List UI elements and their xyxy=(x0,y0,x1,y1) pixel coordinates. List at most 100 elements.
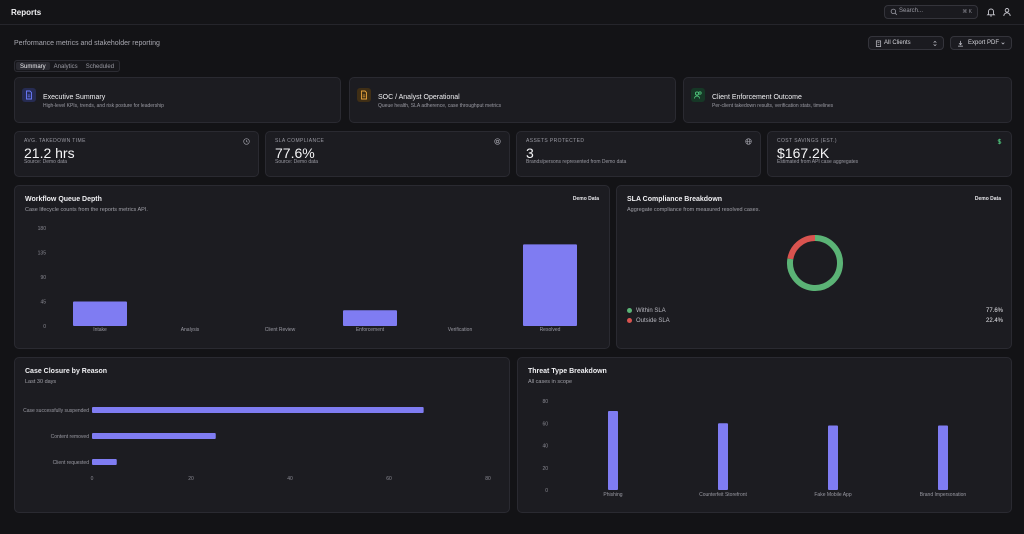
sla-donut-chart xyxy=(787,235,843,291)
legend-within-sla: Within SLA xyxy=(627,308,666,314)
bar xyxy=(718,423,728,490)
y-tick-label: 180 xyxy=(38,226,47,232)
target-icon xyxy=(494,138,501,145)
x-tick-label: 0 xyxy=(91,476,94,482)
report-title: SOC / Analyst Operational xyxy=(378,94,460,101)
search-input[interactable]: Search... ⌘ K xyxy=(884,5,978,19)
bar xyxy=(343,310,397,326)
x-tick-label: Verification xyxy=(448,327,473,333)
building-icon xyxy=(875,40,882,47)
legend-value: 77.6% xyxy=(985,308,1003,314)
report-desc: Per-client takedown results, verificatio… xyxy=(712,103,834,109)
y-tick-label: 20 xyxy=(542,466,548,472)
demo-data-badge: Demo Data xyxy=(572,196,599,202)
report-tabs: Summary Analytics Scheduled xyxy=(14,60,121,72)
x-tick-label: Counterfeit Storefront xyxy=(699,492,747,498)
y-tick-label: 60 xyxy=(542,421,548,427)
bar xyxy=(73,301,127,326)
export-label: Export PDF xyxy=(968,40,1000,46)
panel-subtitle: All cases in scope xyxy=(528,379,573,385)
x-tick-label: Enforcement xyxy=(356,327,385,333)
x-tick-label: Analysis xyxy=(181,327,200,333)
panel-subtitle: Case lifecycle counts from the reports m… xyxy=(25,207,148,213)
users-icon xyxy=(694,91,702,99)
report-card-client-enforcement[interactable]: Client Enforcement Outcome Per-client ta… xyxy=(683,77,1012,123)
legend-label: Within SLA xyxy=(636,308,666,315)
bar xyxy=(523,244,577,326)
kpi-label: ASSETS PROTECTED xyxy=(526,138,585,144)
y-tick-label: 0 xyxy=(43,324,46,330)
y-tick-label: Case successfully suspended xyxy=(23,408,89,414)
donut-slice xyxy=(787,235,816,260)
x-tick-label: 40 xyxy=(287,476,293,482)
case-closure-chart: Case successfully suspended Content remov… xyxy=(23,407,491,482)
sla-breakdown-panel: SLA Compliance Breakdown Aggregate compl… xyxy=(616,185,1012,349)
search-icon xyxy=(890,8,898,16)
legend-dot xyxy=(627,318,632,323)
kpi-card-cost-savings: COST SAVINGS (EST.) $167.2K Estimated fr… xyxy=(767,131,1012,177)
kpi-note: Estimated from API case aggregates xyxy=(777,159,859,165)
donut-slice xyxy=(787,235,843,291)
bar xyxy=(92,433,216,439)
kpi-value: 3 xyxy=(526,145,534,161)
report-icon-box xyxy=(357,88,371,102)
report-icon-box xyxy=(22,88,36,102)
tab-analytics[interactable]: Analytics xyxy=(53,64,78,70)
globe-icon xyxy=(745,138,752,145)
case-closure-panel: Case Closure by Reason Last 30 days Case… xyxy=(14,357,510,513)
tab-summary[interactable]: Summary xyxy=(16,62,50,70)
bar xyxy=(608,411,618,490)
y-tick-label: 0 xyxy=(545,488,548,494)
bar xyxy=(828,425,838,490)
report-desc: Queue health, SLA adherence, case throug… xyxy=(378,103,502,109)
kpi-value: 77.6% xyxy=(275,145,315,161)
panel-title: Case Closure by Reason xyxy=(25,368,108,375)
chevron-down-icon xyxy=(1001,42,1005,45)
report-icon-box xyxy=(691,88,705,102)
report-card-soc[interactable]: SOC / Analyst Operational Queue health, … xyxy=(349,77,676,123)
client-filter-select[interactable]: All Clients xyxy=(868,36,944,50)
chevron-updown-icon xyxy=(933,40,937,47)
legend-dot xyxy=(627,308,632,313)
page-title: Reports xyxy=(11,8,42,17)
y-tick-label: Client requested xyxy=(53,460,90,466)
kpi-card-assets-protected: ASSETS PROTECTED 3 Brands/persons repres… xyxy=(516,131,761,177)
tab-scheduled[interactable]: Scheduled xyxy=(85,64,115,70)
kpi-note: Brands/persons represented from Demo dat… xyxy=(526,159,627,165)
x-tick-label: 60 xyxy=(386,476,392,482)
x-tick-label: Client Review xyxy=(265,327,296,333)
bell-icon[interactable] xyxy=(986,7,996,17)
x-tick-label: Phishing xyxy=(603,492,622,498)
kpi-note: Source: Demo data xyxy=(275,159,319,165)
legend-label: Outside SLA xyxy=(636,318,670,325)
document-icon xyxy=(361,90,367,100)
bar xyxy=(938,425,948,490)
page-subtitle: Performance metrics and stakeholder repo… xyxy=(14,40,160,47)
y-tick-label: 90 xyxy=(40,275,46,281)
client-filter-value: All Clients xyxy=(884,40,911,46)
report-title: Executive Summary xyxy=(43,94,106,101)
search-shortcut: ⌘ K xyxy=(962,9,972,15)
kpi-value: 21.2 hrs xyxy=(24,145,75,161)
report-desc: High-level KPIs, trends, and risk postur… xyxy=(43,103,164,109)
panel-subtitle: Last 30 days xyxy=(25,379,57,385)
document-icon xyxy=(26,90,32,100)
export-pdf-button[interactable]: Export PDF xyxy=(950,36,1012,50)
dollar-icon xyxy=(997,138,1002,145)
legend-value: 22.4% xyxy=(985,318,1003,324)
x-tick-label: Resolved xyxy=(540,327,561,333)
x-tick-label: Intake xyxy=(93,327,107,333)
kpi-card-sla-compliance: SLA COMPLIANCE 77.6% Source: Demo data xyxy=(265,131,510,177)
y-tick-label: 80 xyxy=(542,399,548,405)
top-bar: Reports Search... ⌘ K xyxy=(0,0,1024,25)
x-tick-label: Brand Impersonation xyxy=(920,492,967,498)
kpi-label: AVG. TAKEDOWN TIME xyxy=(24,138,86,144)
queue-depth-chart: 0 45 90 135 180 Intake Analysis Client Review En… xyxy=(38,226,577,333)
clock-icon xyxy=(243,138,250,145)
panel-title: Workflow Queue Depth xyxy=(25,196,102,203)
panel-title: Threat Type Breakdown xyxy=(528,368,607,375)
user-icon[interactable] xyxy=(1002,7,1012,17)
report-card-executive[interactable]: Executive Summary High-level KPIs, trend… xyxy=(14,77,341,123)
kpi-label: COST SAVINGS (EST.) xyxy=(777,138,837,144)
y-tick-label: 135 xyxy=(38,251,47,257)
